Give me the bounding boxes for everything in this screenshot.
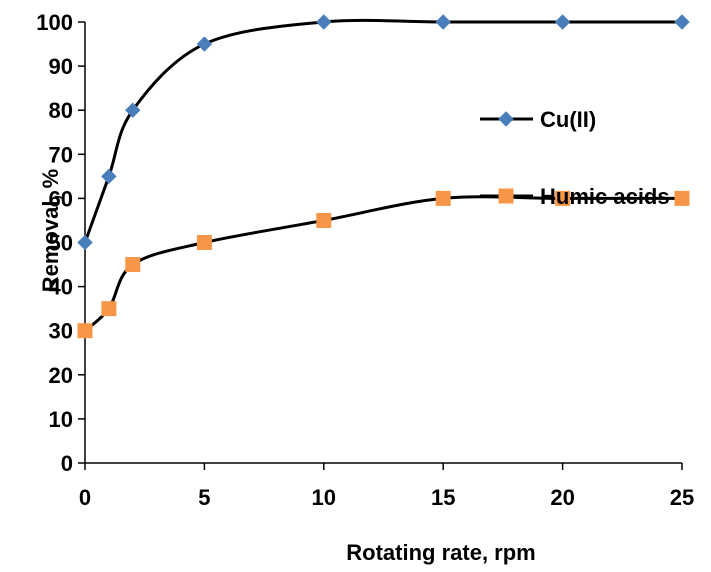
data-point [555,190,571,206]
y-axis-ticks: 0 10 20 30 40 50 60 70 80 90 100 [36,10,85,476]
y-axis-title: Removal, % [38,169,63,293]
y-tick-label: 80 [49,98,73,123]
y-tick-label: 100 [36,10,73,35]
series-humic-acids [77,190,690,339]
y-tick-label: 0 [61,451,73,476]
legend-marker [498,188,514,204]
y-tick-label: 90 [49,54,73,79]
x-tick-label: 15 [431,485,455,510]
legend-label: Cu(II) [540,107,596,132]
y-tick-label: 20 [49,363,73,388]
data-point [101,301,117,317]
data-point [77,234,93,251]
y-tick-label: 50 [49,231,73,256]
x-axis-ticks: 0 5 10 15 20 25 [79,463,694,510]
data-point [674,14,690,30]
legend-marker [498,111,514,127]
y-tick-label: 40 [49,275,73,300]
x-tick-label: 5 [198,485,210,510]
data-point [435,190,451,206]
data-point [674,190,690,206]
y-tick-label: 10 [49,407,73,432]
y-tick-label: 30 [49,319,73,344]
data-point [125,102,141,118]
data-point [435,14,451,30]
x-axis-title: Rotating rate, rpm [346,540,535,565]
legend: Cu(II) Humic acids [480,107,670,209]
data-point [316,212,332,228]
legend-item: Humic acids [480,184,670,209]
x-tick-label: 20 [550,485,574,510]
data-point [196,36,213,52]
data-point [316,14,332,30]
legend-label: Humic acids [540,184,670,209]
series-cu-ii [77,14,690,251]
data-point [101,168,117,185]
x-tick-label: 10 [312,485,336,510]
data-point [196,235,212,250]
data-point [77,323,93,339]
axes [84,22,682,464]
legend-item: Cu(II) [480,107,596,132]
series-line [83,195,682,332]
x-tick-label: 25 [670,485,694,510]
y-tick-label: 70 [49,142,73,167]
data-point [554,14,571,30]
series-layer [77,14,690,339]
x-tick-label: 0 [79,485,91,510]
y-tick-label: 60 [49,186,73,211]
data-point [125,257,141,273]
